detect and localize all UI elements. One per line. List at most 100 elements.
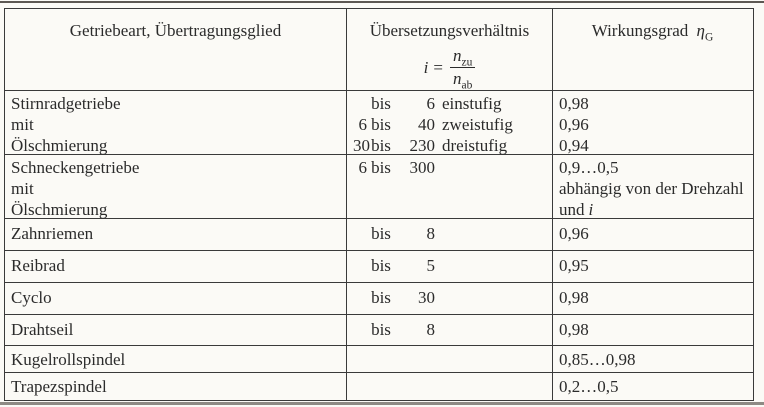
cell-efficiency: 0,95 (553, 251, 752, 282)
eff-line: 0,2…0,5 (559, 377, 619, 396)
cell-ratio (347, 373, 553, 400)
formula-den-base: n (452, 69, 462, 88)
table-row-zahnriemen: Zahnriemen bis 8 0,96 (5, 219, 753, 251)
ratio-line: bis 30 (353, 287, 546, 308)
cell-name: Schneckengetriebe mit Ölschmierung (5, 155, 347, 219)
ratio-bis: bis (371, 158, 391, 177)
name-line: Kugelrollspindel (11, 350, 126, 369)
table-row-kugelrollspindel: Kugelrollspindel 0,85…0,98 (5, 346, 753, 373)
ratio-line: bis 8 (353, 319, 546, 340)
header-getriebeart-label: Getriebeart, Übertragungsglied (69, 21, 282, 40)
eff-line: 0,95 (559, 256, 589, 275)
formula-fraction: nzu nab (449, 46, 476, 92)
cell-efficiency: 0,98 (553, 315, 752, 345)
table-row-reibrad: Reibrad bis 5 0,95 (5, 251, 753, 283)
cell-efficiency: 0,85…0,98 (553, 346, 752, 372)
cell-efficiency: 0,2…0,5 (553, 373, 752, 400)
cell-ratio: bis 8 (347, 315, 553, 345)
ratio-stage: zweistufig (442, 115, 513, 134)
ratio-bis: bis (371, 115, 391, 134)
top-rule (0, 1, 764, 3)
header-wirkungsgrad: Wirkungsgrad ηG (553, 9, 752, 90)
cell-ratio: bis 5 (347, 251, 553, 282)
ratio-from: 30 (353, 136, 370, 155)
ratio-to: 40 (418, 115, 435, 134)
cell-name: Cyclo (5, 283, 347, 314)
ratio-line: 6 bis 40 zweistufig (353, 114, 546, 135)
table-header-row: Getriebeart, Übertragungsglied Übersetzu… (5, 9, 753, 91)
eta-symbol: η (696, 21, 705, 40)
header-wirkungsgrad-label: Wirkungsgrad (591, 21, 689, 40)
ratio-to: 5 (426, 256, 436, 275)
formula-den-sub: ab (461, 79, 473, 92)
ratio-bis: bis (371, 94, 391, 113)
cell-ratio: 6 bis 300 (347, 155, 553, 218)
name-line: Stirnradgetriebe (11, 94, 121, 113)
eff-line: 0,94 (559, 136, 589, 155)
name-line: Trapezspindel (11, 377, 107, 396)
eff-line: 0,9…0,5 (559, 158, 619, 177)
name-line: Ölschmierung (11, 200, 108, 219)
eta-subscript: G (704, 31, 714, 44)
ratio-from (353, 93, 367, 114)
ratio-from (353, 255, 367, 276)
cell-name: Trapezspindel (5, 373, 347, 400)
table-row-stirnradgetriebe: Stirnradgetriebe mit Ölschmierung bis 6 ei… (5, 91, 753, 155)
name-line: Ölschmierung (11, 136, 108, 155)
bottom-rule (0, 402, 764, 405)
header-uebersetzungsverhaeltnis: Übersetzungsverhältnis i = nzu nab (347, 9, 553, 92)
cell-name: Drahtseil (5, 315, 347, 345)
eff-note-text: und (559, 200, 585, 219)
ratio-line: 30 bis 230 dreistufig (353, 135, 546, 156)
name-line: Cyclo (11, 288, 52, 307)
ratio-bis: bis (371, 136, 391, 155)
ratio-from (353, 319, 367, 340)
ratio-line: bis 6 einstufig (353, 93, 546, 114)
gear-efficiency-table: Getriebeart, Übertragungsglied Übersetzu… (4, 8, 754, 401)
ratio-from (353, 223, 367, 244)
eff-note-italic-i: i (588, 200, 594, 219)
eff-line: 0,98 (559, 320, 589, 339)
name-line: mit (11, 115, 34, 134)
name-line: mit (11, 179, 34, 198)
table-row-schneckengetriebe: Schneckengetriebe mit Ölschmierung 6 bis 3… (5, 155, 753, 219)
ratio-bis: bis (371, 288, 391, 307)
name-line: Reibrad (11, 256, 65, 275)
ratio-to: 230 (409, 136, 436, 155)
name-line: Zahnriemen (11, 224, 94, 243)
header-uebersetzung-label: Übersetzungsverhältnis (369, 21, 530, 40)
ratio-to: 8 (426, 320, 436, 339)
eff-line: 0,85…0,98 (559, 350, 636, 369)
formula-num-sub: zu (461, 56, 473, 69)
table-row-drahtseil: Drahtseil bis 8 0,98 (5, 315, 753, 346)
cell-ratio (347, 346, 553, 372)
cell-efficiency: 0,98 (553, 283, 752, 314)
cell-ratio: bis 6 einstufig 6 bis 40 zweistufig 30 bis 230 d… (347, 91, 553, 156)
ratio-from: 6 (358, 158, 368, 177)
cell-efficiency: 0,9…0,5 abhängig von der Drehzahl und i (553, 155, 752, 220)
eff-note-line: und i (559, 199, 746, 220)
ratio-to: 6 (426, 94, 436, 113)
eff-line: 0,96 (559, 115, 589, 134)
formula-equals: = (433, 57, 443, 77)
ratio-from (353, 287, 367, 308)
ratio-stage: dreistufig (442, 136, 508, 155)
formula-numerator: nzu (449, 46, 476, 69)
cell-name: Stirnradgetriebe mit Ölschmierung (5, 91, 347, 155)
ratio-bis: bis (371, 320, 391, 339)
ratio-line: bis 8 (353, 223, 546, 244)
eff-line: abhängig von der Drehzahl (559, 179, 744, 198)
eff-line: 0,96 (559, 224, 589, 243)
ratio-bis: bis (371, 256, 391, 275)
ratio-bis: bis (371, 224, 391, 243)
ratio-stage: einstufig (442, 94, 502, 113)
eff-line: 0,98 (559, 288, 589, 307)
header-getriebeart: Getriebeart, Übertragungsglied (5, 9, 347, 90)
table-row-cyclo: Cyclo bis 30 0,98 (5, 283, 753, 315)
cell-name: Zahnriemen (5, 219, 347, 250)
cell-ratio: bis 30 (347, 283, 553, 314)
formula-i: i (423, 57, 429, 77)
ratio-formula: i = nzu nab (353, 46, 546, 92)
formula-num-base: n (452, 46, 462, 65)
